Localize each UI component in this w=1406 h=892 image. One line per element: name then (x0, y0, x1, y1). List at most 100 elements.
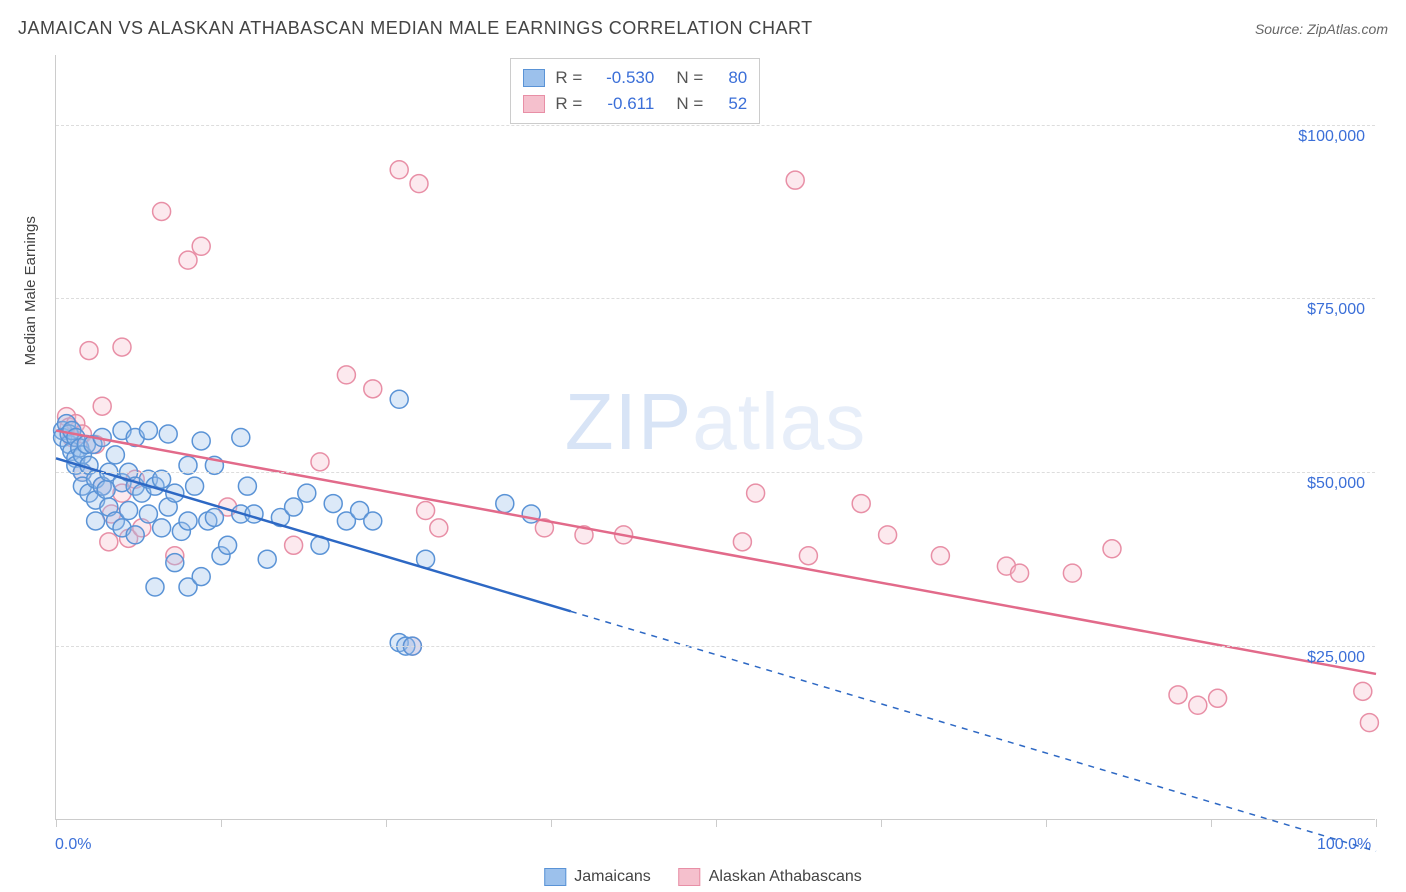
n-label: N = (676, 91, 703, 117)
legend-label-jamaicans: Jamaicans (574, 868, 650, 886)
r-value: -0.611 (592, 91, 654, 117)
data-point (733, 533, 751, 551)
data-point (1360, 714, 1378, 732)
legend-item-jamaicans: Jamaicans (544, 868, 650, 886)
x-tick (1376, 819, 1377, 827)
data-point (146, 578, 164, 596)
data-point (390, 390, 408, 408)
data-point (496, 495, 514, 513)
data-point (179, 251, 197, 269)
data-point (139, 505, 157, 523)
x-tick (881, 819, 882, 827)
x-tick (221, 819, 222, 827)
data-point (931, 547, 949, 565)
data-point (364, 380, 382, 398)
swatch-athabascans (679, 868, 701, 886)
data-point (219, 536, 237, 554)
stats-swatch (523, 95, 545, 113)
data-point (1103, 540, 1121, 558)
data-point (100, 533, 118, 551)
chart-svg (56, 55, 1375, 819)
data-point (192, 432, 210, 450)
data-point (1189, 696, 1207, 714)
data-point (166, 554, 184, 572)
data-point (80, 342, 98, 360)
data-point (120, 502, 138, 520)
stats-row: R = -0.611 N = 52 (523, 91, 747, 117)
n-value: 80 (713, 65, 747, 91)
y-axis-label: Median Male Earnings (22, 216, 39, 365)
x-tick-label-max: 100.0% (1317, 836, 1371, 854)
data-point (879, 526, 897, 544)
swatch-jamaicans (544, 868, 566, 886)
data-point (159, 425, 177, 443)
plot-area: ZIPatlas $25,000$50,000$75,000$100,000 (55, 55, 1375, 820)
data-point (179, 512, 197, 530)
data-point (390, 161, 408, 179)
data-point (786, 171, 804, 189)
data-point (87, 512, 105, 530)
data-point (747, 484, 765, 502)
y-tick-label: $50,000 (1307, 475, 1365, 493)
trend-line-jamaicans-dashed (571, 611, 1376, 851)
n-value: 52 (713, 91, 747, 117)
data-point (153, 519, 171, 537)
data-point (311, 453, 329, 471)
data-point (93, 397, 111, 415)
x-tick-label-min: 0.0% (55, 836, 91, 854)
data-point (126, 526, 144, 544)
data-point (1011, 564, 1029, 582)
stats-box: R = -0.530 N = 80 R = -0.611 N = 52 (510, 58, 760, 124)
data-point (337, 366, 355, 384)
legend-label-athabascans: Alaskan Athabascans (709, 868, 862, 886)
x-tick (386, 819, 387, 827)
stats-row: R = -0.530 N = 80 (523, 65, 747, 91)
data-point (1354, 682, 1372, 700)
data-point (186, 477, 204, 495)
gridline-h (56, 125, 1375, 126)
data-point (1209, 689, 1227, 707)
r-label: R = (555, 65, 582, 91)
gridline-h (56, 646, 1375, 647)
data-point (285, 536, 303, 554)
x-tick (551, 819, 552, 827)
x-tick (56, 819, 57, 827)
data-point (430, 519, 448, 537)
y-tick-label: $75,000 (1307, 301, 1365, 319)
legend-bottom: Jamaicans Alaskan Athabascans (544, 868, 861, 886)
data-point (324, 495, 342, 513)
y-tick-label: $25,000 (1307, 649, 1365, 667)
x-tick (1211, 819, 1212, 827)
data-point (1063, 564, 1081, 582)
data-point (192, 568, 210, 586)
data-point (852, 495, 870, 513)
data-point (799, 547, 817, 565)
chart-title: JAMAICAN VS ALASKAN ATHABASCAN MEDIAN MA… (18, 18, 813, 39)
x-tick (716, 819, 717, 827)
r-label: R = (555, 91, 582, 117)
r-value: -0.530 (592, 65, 654, 91)
data-point (1169, 686, 1187, 704)
data-point (205, 508, 223, 526)
data-point (106, 446, 124, 464)
data-point (232, 429, 250, 447)
data-point (258, 550, 276, 568)
data-point (238, 477, 256, 495)
trend-line-athabascans (56, 431, 1376, 674)
data-point (153, 202, 171, 220)
data-point (139, 422, 157, 440)
gridline-h (56, 298, 1375, 299)
x-tick (1046, 819, 1047, 827)
data-point (364, 512, 382, 530)
data-point (298, 484, 316, 502)
data-point (192, 237, 210, 255)
data-point (417, 502, 435, 520)
stats-swatch (523, 69, 545, 87)
gridline-h (56, 472, 1375, 473)
n-label: N = (676, 65, 703, 91)
legend-item-athabascans: Alaskan Athabascans (679, 868, 862, 886)
data-point (410, 175, 428, 193)
y-tick-label: $100,000 (1298, 128, 1365, 146)
data-point (285, 498, 303, 516)
source-attribution: Source: ZipAtlas.com (1255, 21, 1388, 37)
